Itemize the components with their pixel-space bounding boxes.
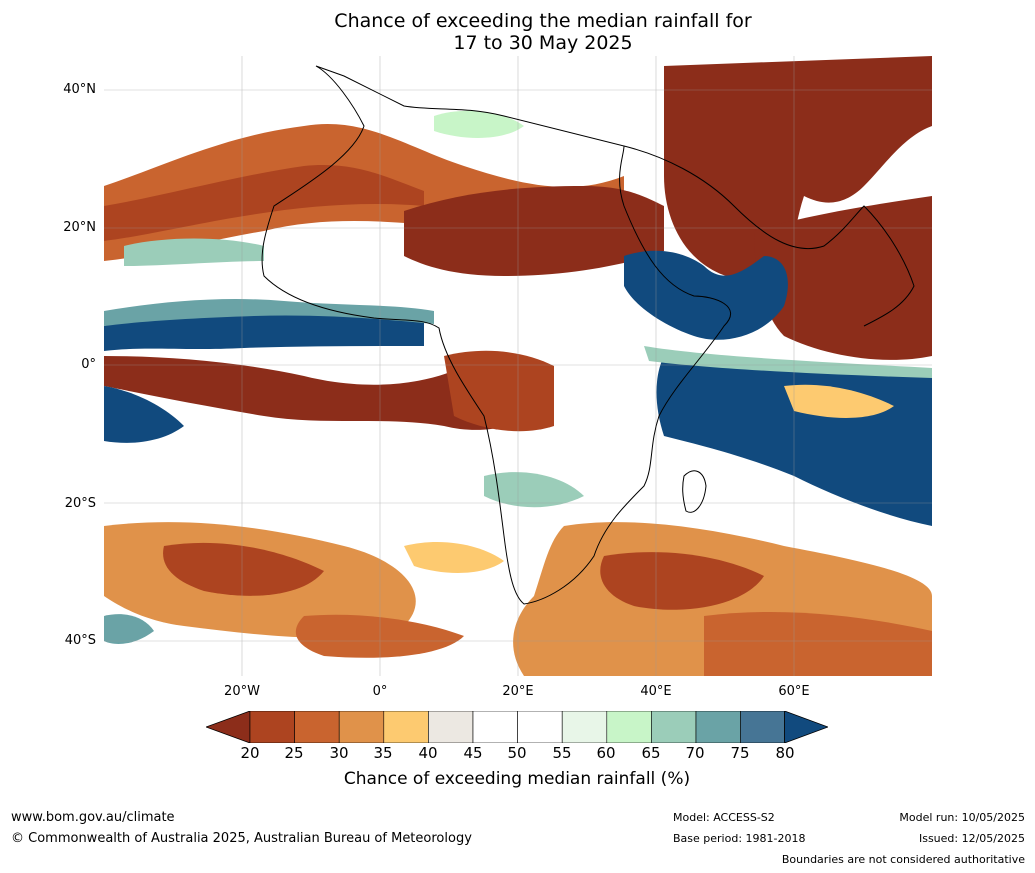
colorbar-tick-80: 80 — [775, 744, 795, 762]
issued-text: Issued: 12/05/2025 — [918, 832, 1025, 845]
colorbar-tick-40: 40 — [418, 744, 438, 762]
title-line-1: Chance of exceeding the median rainfall … — [334, 10, 752, 32]
title-line-2: 17 to 30 May 2025 — [453, 32, 633, 54]
colorbar-bin-45-50 — [472, 710, 518, 744]
website-link[interactable]: www.bom.gov.au/climate — [11, 810, 175, 825]
lat-label-40s: 40°S — [64, 633, 96, 648]
colorbar-tick-75: 75 — [730, 744, 750, 762]
colorbar-bin-20-25 — [249, 710, 295, 744]
chart-title: Chance of exceeding the median rainfall … — [104, 10, 982, 54]
lon-label-40e: 40°E — [640, 684, 672, 699]
lon-label-60e: 60°E — [778, 684, 810, 699]
lat-label-20s: 20°S — [64, 496, 96, 511]
lon-label-20w: 20°W — [224, 684, 260, 699]
colorbar-bin-40-45 — [428, 710, 474, 744]
model-text: Model: ACCESS-S2 — [673, 811, 775, 824]
colorbar-tick-20: 20 — [240, 744, 260, 762]
colorbar-tick-35: 35 — [373, 744, 393, 762]
colorbar-high-arrow — [784, 710, 830, 744]
lat-label-0: 0° — [81, 357, 96, 372]
lon-label-20e: 20°E — [502, 684, 534, 699]
colorbar-tick-45: 45 — [463, 744, 483, 762]
boundaries-note: Boundaries are not considered authoritat… — [781, 853, 1025, 866]
colorbar-label: Chance of exceeding median rainfall (%) — [343, 769, 691, 789]
colorbar-tick-65: 65 — [641, 744, 661, 762]
lat-label-20n: 20°N — [63, 220, 96, 235]
lat-label-40n: 40°N — [63, 82, 96, 97]
colorbar-bin-55-60 — [561, 710, 608, 744]
colorbar-tick-50: 50 — [507, 744, 527, 762]
rainfall-map — [104, 56, 932, 676]
lon-label-0: 0° — [372, 684, 388, 699]
colorbar-tick-25: 25 — [284, 744, 304, 762]
colorbar-bin-75-80 — [740, 710, 785, 744]
colorbar-bin-65-70 — [651, 710, 697, 744]
colorbar-bin-70-75 — [695, 710, 741, 744]
colorbar-bin-30-35 — [338, 710, 385, 744]
colorbar-bin-50-55 — [517, 710, 563, 744]
colorbar-bin-60-65 — [606, 710, 652, 744]
colorbar-tick-30: 30 — [329, 744, 349, 762]
colorbar-bin-25-30 — [294, 710, 340, 744]
colorbar-tick-55: 55 — [552, 744, 572, 762]
colorbar-low-arrow — [204, 710, 251, 744]
colorbar-tick-60: 60 — [596, 744, 616, 762]
copyright-text: © Commonwealth of Australia 2025, Austra… — [11, 831, 472, 846]
colorbar — [204, 710, 830, 744]
colorbar-tick-70: 70 — [685, 744, 705, 762]
base-period-text: Base period: 1981-2018 — [673, 832, 806, 845]
colorbar-bin-35-40 — [383, 710, 429, 744]
model-run-text: Model run: 10/05/2025 — [899, 811, 1025, 824]
